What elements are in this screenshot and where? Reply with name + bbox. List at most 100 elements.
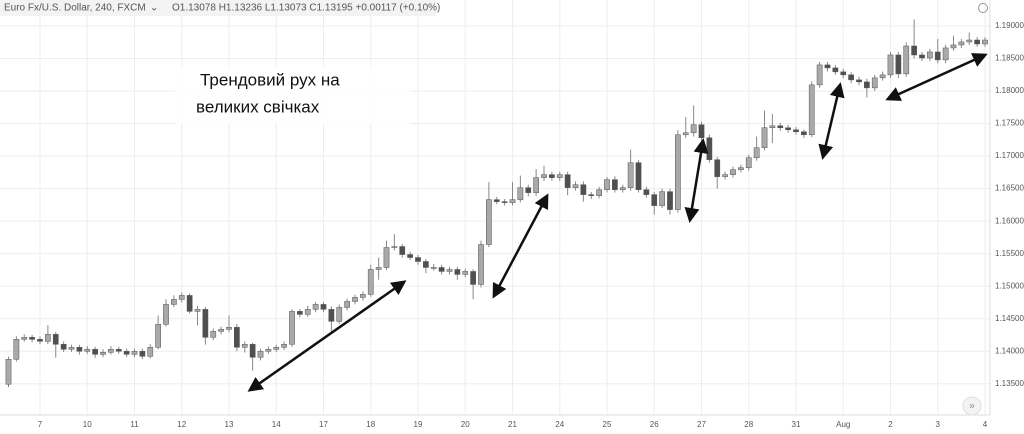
x-tick-label: 11 [130, 420, 139, 429]
candle-body [871, 77, 878, 89]
y-tick-label: 1.17000 [995, 151, 1024, 160]
symbol-title: Euro Fx/U.S. Dollar, 240, FXCM [4, 3, 146, 14]
y-tick-label: 1.16000 [995, 216, 1024, 225]
candle-body [635, 162, 642, 190]
scroll-button[interactable] [962, 396, 982, 416]
x-tick-label: 12 [177, 420, 186, 429]
candle-body [218, 329, 224, 332]
candle-body [517, 187, 524, 200]
candle-body [446, 269, 453, 272]
candle-body [698, 124, 705, 139]
candle-body [320, 304, 327, 310]
help-icon[interactable] [978, 3, 988, 13]
candle-body [281, 344, 287, 348]
candle-body [147, 347, 154, 357]
candle-body [407, 254, 413, 258]
x-tick-label: 4 [983, 420, 988, 429]
candle-body [423, 261, 429, 268]
candle-body [21, 337, 28, 340]
candle-body [178, 295, 185, 300]
candle-body [966, 39, 973, 43]
candle-body [273, 347, 280, 350]
x-tick-label: 26 [650, 420, 659, 429]
candle-body [60, 344, 67, 350]
candle-body [627, 162, 634, 188]
candle-body [312, 304, 319, 310]
candle-body [336, 307, 343, 322]
candle-body [383, 247, 390, 268]
candle-body [486, 199, 492, 245]
candle-body [328, 309, 335, 322]
candle-body [895, 54, 902, 75]
candle-body [927, 51, 933, 59]
y-tick-label: 1.15500 [995, 249, 1024, 258]
candle-body [549, 174, 555, 178]
candle-body [761, 127, 768, 148]
ohlc-readout: O1.13078 H1.13236 L1.13073 C1.13195 +0.0… [172, 3, 440, 14]
candle-body [297, 311, 303, 315]
y-tick-label: 1.14000 [995, 346, 1024, 355]
candle-body [257, 351, 264, 358]
candle-body [131, 351, 138, 355]
candle-body [100, 352, 106, 355]
candle-body [202, 309, 209, 338]
candle-body [234, 327, 240, 348]
candle-body [580, 184, 587, 195]
candle-body [352, 297, 358, 302]
candle-body [399, 246, 406, 255]
x-tick-label: 7 [38, 420, 43, 429]
candle-body [289, 311, 295, 345]
candle-body [76, 347, 83, 352]
x-tick-label: 3 [936, 420, 941, 429]
candle-body [588, 194, 595, 196]
x-tick-label: 25 [603, 420, 612, 429]
candle-body [722, 174, 728, 177]
candle-body [840, 71, 847, 76]
candle-body [879, 74, 886, 79]
candle-body [753, 147, 760, 158]
candle-body [430, 267, 437, 269]
x-tick-label: 14 [272, 420, 281, 429]
candle-body [816, 64, 823, 86]
annotation-box [175, 66, 410, 124]
candle-body [37, 339, 43, 342]
dropdown-icon[interactable]: ⌄ [150, 3, 158, 14]
candle-body [68, 347, 75, 350]
candle-body [596, 189, 602, 196]
candle-body [210, 331, 217, 338]
scroll-icon[interactable]: » [969, 401, 975, 412]
candle-body [171, 299, 177, 305]
candle-body [541, 174, 547, 178]
candle-body [864, 81, 870, 89]
candle-body [619, 187, 626, 190]
candle-body [706, 137, 713, 160]
candle-body [155, 324, 161, 348]
x-tick-label: 18 [366, 420, 375, 429]
candle-body [493, 199, 500, 202]
candle-body [934, 51, 941, 61]
x-tick-label: 31 [792, 420, 801, 429]
candle-body [887, 54, 894, 76]
x-tick-label: Aug [836, 420, 850, 429]
candle-body [52, 334, 59, 345]
y-tick-label: 1.18500 [995, 54, 1024, 63]
candle-body [730, 169, 736, 175]
x-tick-label: 19 [414, 420, 423, 429]
candle-body [525, 187, 532, 193]
candle-body [304, 309, 311, 315]
candle-body [572, 184, 579, 188]
candle-body [360, 294, 366, 298]
candle-body [84, 349, 91, 352]
candle-body [249, 344, 256, 358]
candle-body [982, 39, 988, 45]
y-tick-label: 1.19000 [995, 21, 1024, 30]
x-tick-label: 28 [744, 420, 753, 429]
candle-body [785, 127, 791, 131]
candle-body [801, 131, 807, 136]
trend-arrow [247, 280, 407, 392]
candle-body [470, 271, 476, 285]
header-box [0, 0, 436, 16]
x-tick-label: 2 [888, 420, 893, 429]
candle-body [533, 177, 539, 193]
